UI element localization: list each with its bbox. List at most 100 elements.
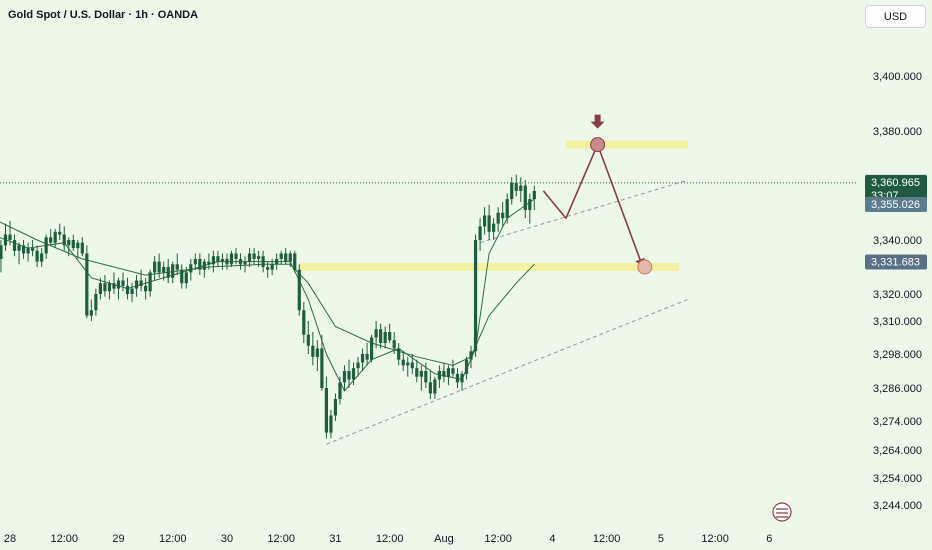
- candle-body: [180, 269, 184, 284]
- candle: [216, 250, 220, 267]
- x-tick-label: Aug: [434, 533, 454, 545]
- candle-body: [85, 253, 89, 316]
- candle: [505, 193, 509, 224]
- candle: [12, 234, 17, 257]
- candle: [415, 359, 419, 383]
- candle: [333, 393, 338, 421]
- candle-body: [410, 362, 414, 369]
- candle: [388, 323, 392, 343]
- x-tick-label: 28: [4, 533, 16, 545]
- candle-body: [383, 332, 387, 343]
- candle-body: [284, 253, 288, 262]
- candle: [437, 365, 441, 388]
- candle: [198, 253, 202, 276]
- candle-body: [437, 371, 441, 380]
- candlesticks: [0, 174, 536, 439]
- candle: [35, 245, 39, 267]
- chart-title: Gold Spot / U.S. Dollar · 1h · OANDA: [8, 9, 199, 21]
- candle: [85, 245, 89, 319]
- candle: [302, 302, 306, 343]
- candle-body: [261, 256, 265, 267]
- candle: [134, 275, 139, 297]
- candle-body: [478, 226, 482, 240]
- candle-body: [12, 240, 17, 251]
- candle: [89, 299, 93, 321]
- candle: [351, 362, 356, 386]
- candle-body: [347, 371, 351, 380]
- x-axis: 28 12:00 29 12:00 30 12:00 31 12:00 Aug 12:00 4 12:…: [4, 533, 773, 545]
- candle: [125, 277, 130, 300]
- candle-body: [166, 267, 170, 278]
- candle-body: [451, 368, 455, 374]
- candle: [356, 356, 360, 377]
- candle: [31, 240, 35, 257]
- candle-body: [116, 280, 121, 289]
- candle-body: [3, 234, 8, 246]
- candle: [144, 277, 148, 300]
- last-price-tag-bg: [865, 174, 927, 203]
- target-marker-icon: [637, 259, 653, 275]
- candle: [157, 253, 161, 278]
- candle: [392, 332, 396, 354]
- candle: [207, 253, 211, 270]
- candle-body: [473, 240, 478, 352]
- candle: [469, 345, 473, 369]
- candle-body: [528, 199, 532, 211]
- candle: [130, 283, 134, 303]
- candle: [374, 321, 378, 349]
- candle: [419, 365, 423, 391]
- candle: [455, 368, 460, 388]
- x-tick-label: 12:00: [50, 533, 78, 545]
- candle: [175, 253, 179, 276]
- tradingview-logo-icon: [772, 502, 792, 522]
- candle-body: [320, 348, 324, 388]
- candle: [442, 362, 446, 383]
- y-axis: 3,400.000 3,380.000 3,340.000 3,320.000 3,31…: [873, 71, 922, 512]
- candle: [53, 229, 57, 249]
- candle-body: [279, 253, 283, 259]
- currency-button[interactable]: USD: [865, 5, 926, 28]
- candle: [180, 264, 184, 289]
- candle: [121, 272, 125, 292]
- candle-body: [270, 264, 274, 270]
- candle: [98, 277, 102, 300]
- x-tick-label: 12:00: [593, 533, 621, 545]
- candle-body: [94, 294, 98, 311]
- candle-body: [360, 354, 365, 363]
- candle: [288, 250, 292, 267]
- candle-body: [496, 212, 500, 224]
- candle-body: [134, 280, 139, 289]
- candle-body: [35, 250, 39, 262]
- candle-body: [460, 373, 464, 383]
- candle: [220, 253, 225, 270]
- highlight-zone: [299, 263, 679, 271]
- candle: [44, 234, 48, 259]
- candle: [58, 223, 62, 240]
- ma-price-tag: 3,355.026: [865, 197, 927, 213]
- candle: [279, 250, 283, 265]
- candle: [184, 267, 188, 289]
- candle-body: [8, 234, 12, 240]
- candle: [26, 242, 30, 262]
- candle: [40, 248, 44, 267]
- candle: [257, 250, 261, 267]
- candle-body: [379, 329, 383, 343]
- x-tick-label: 30: [221, 533, 233, 545]
- candle-body: [469, 351, 473, 360]
- down-arrow-icon: [590, 114, 605, 129]
- candle: [234, 248, 238, 265]
- candle: [401, 351, 405, 371]
- candle-body: [455, 373, 460, 383]
- logo-lines: [776, 508, 788, 518]
- candle-body: [198, 258, 202, 270]
- candle: [510, 177, 514, 205]
- candle: [252, 248, 256, 265]
- candle-body: [49, 237, 53, 243]
- candle: [148, 269, 152, 297]
- candle: [225, 253, 229, 270]
- highlight-zones: [299, 140, 688, 271]
- candle: [492, 218, 496, 240]
- candle: [406, 356, 410, 377]
- candle-body: [505, 199, 509, 219]
